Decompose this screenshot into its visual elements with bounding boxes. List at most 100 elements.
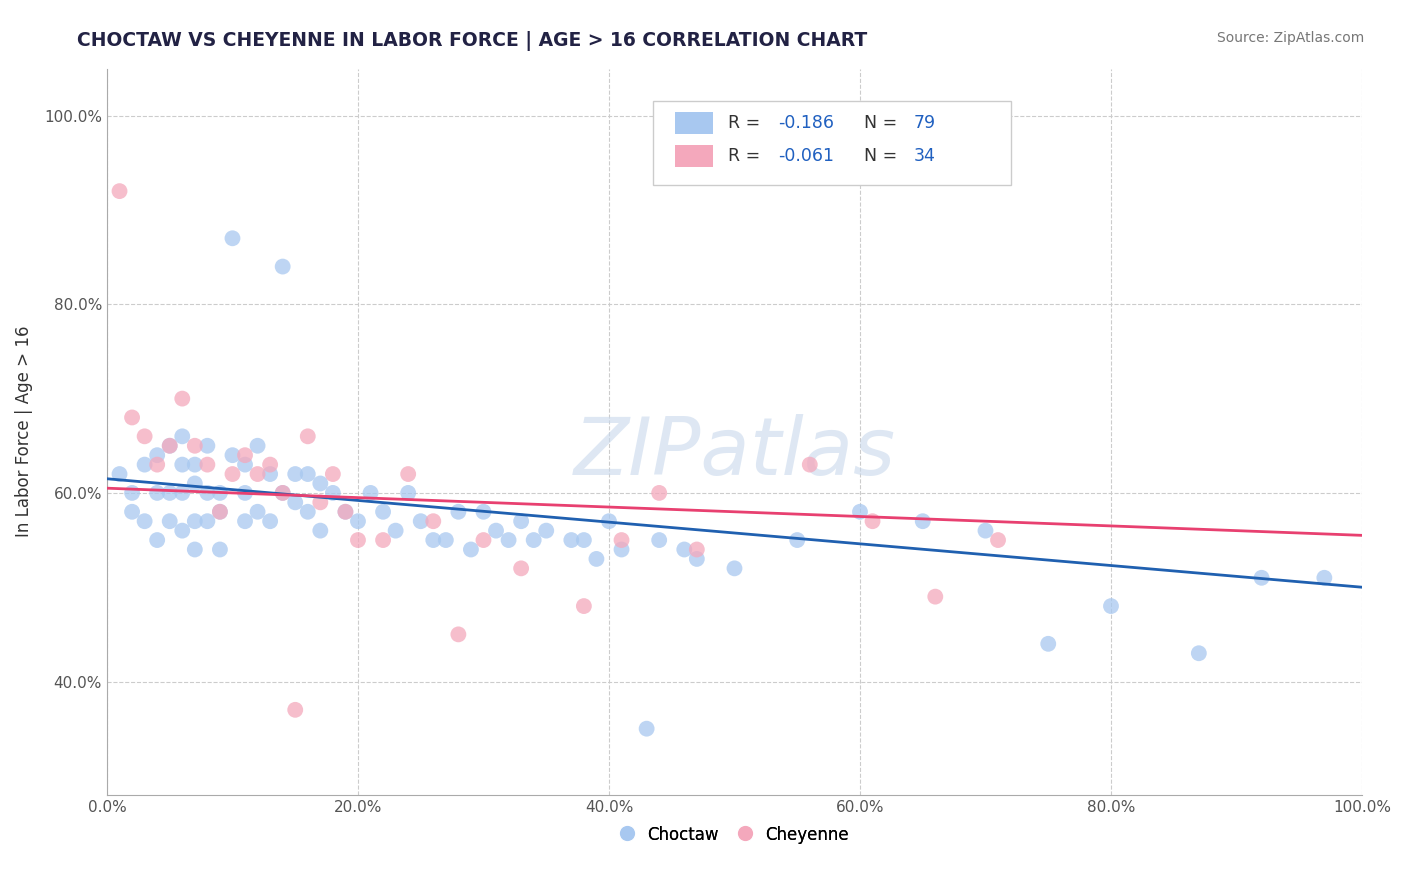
Point <box>396 467 419 481</box>
Point <box>121 486 143 500</box>
Point <box>246 467 269 481</box>
Point <box>184 476 207 491</box>
Point <box>572 599 595 613</box>
Point <box>434 533 457 547</box>
Point <box>510 561 533 575</box>
Point <box>233 514 256 528</box>
Text: -0.061: -0.061 <box>779 146 834 165</box>
Point <box>233 448 256 462</box>
Legend: Choctaw, Cheyenne: Choctaw, Cheyenne <box>613 818 855 852</box>
Point <box>1313 571 1336 585</box>
Point <box>460 542 482 557</box>
Point <box>184 514 207 528</box>
Point <box>335 505 357 519</box>
Point <box>1250 571 1272 585</box>
Point <box>648 486 671 500</box>
Point <box>911 514 934 528</box>
Point <box>108 467 131 481</box>
Point <box>184 542 207 557</box>
Point <box>297 505 319 519</box>
Point <box>284 467 307 481</box>
Point <box>271 260 294 274</box>
Point <box>447 505 470 519</box>
Point <box>134 514 156 528</box>
Text: ZIPatlas: ZIPatlas <box>574 415 896 492</box>
Point <box>259 514 281 528</box>
Point <box>208 505 231 519</box>
Point <box>159 514 181 528</box>
Point <box>422 514 444 528</box>
Point <box>208 486 231 500</box>
Text: R =: R = <box>728 114 766 132</box>
Point <box>510 514 533 528</box>
FancyBboxPatch shape <box>675 112 713 134</box>
Text: N =: N = <box>863 114 903 132</box>
Point <box>799 458 821 472</box>
Point <box>384 524 406 538</box>
Point <box>347 533 370 547</box>
Point <box>636 722 658 736</box>
Point <box>146 448 169 462</box>
Point <box>221 448 243 462</box>
Point <box>309 476 332 491</box>
Point <box>297 467 319 481</box>
Point <box>347 514 370 528</box>
Point <box>536 524 558 538</box>
Text: CHOCTAW VS CHEYENNE IN LABOR FORCE | AGE > 16 CORRELATION CHART: CHOCTAW VS CHEYENNE IN LABOR FORCE | AGE… <box>77 31 868 51</box>
Point <box>297 429 319 443</box>
Point <box>572 533 595 547</box>
Point <box>208 505 231 519</box>
Point <box>987 533 1010 547</box>
Point <box>233 458 256 472</box>
Point <box>159 439 181 453</box>
Point <box>396 486 419 500</box>
Point <box>221 467 243 481</box>
Point <box>271 486 294 500</box>
Point <box>360 486 382 500</box>
Point <box>560 533 582 547</box>
Point <box>246 505 269 519</box>
Point <box>184 439 207 453</box>
FancyBboxPatch shape <box>675 145 713 167</box>
Point <box>447 627 470 641</box>
Point <box>849 505 872 519</box>
Point <box>146 533 169 547</box>
Point <box>233 486 256 500</box>
Point <box>134 458 156 472</box>
Point <box>259 467 281 481</box>
Y-axis label: In Labor Force | Age > 16: In Labor Force | Age > 16 <box>15 326 32 537</box>
Point <box>172 458 194 472</box>
Point <box>271 486 294 500</box>
Point <box>523 533 546 547</box>
Point <box>610 542 633 557</box>
Point <box>371 505 394 519</box>
Point <box>686 552 709 566</box>
Point <box>422 533 444 547</box>
Point <box>686 542 709 557</box>
Point <box>371 533 394 547</box>
Point <box>221 231 243 245</box>
Text: -0.186: -0.186 <box>779 114 834 132</box>
Point <box>259 458 281 472</box>
Point <box>284 495 307 509</box>
Text: 34: 34 <box>914 146 936 165</box>
FancyBboxPatch shape <box>652 101 1011 185</box>
Point <box>786 533 808 547</box>
Point <box>862 514 884 528</box>
Point <box>159 486 181 500</box>
Point <box>498 533 520 547</box>
Point <box>485 524 508 538</box>
Point <box>648 533 671 547</box>
Point <box>172 524 194 538</box>
Point <box>1099 599 1122 613</box>
Point <box>322 486 344 500</box>
Point <box>172 486 194 500</box>
Point <box>134 429 156 443</box>
Point <box>195 439 218 453</box>
Point <box>172 392 194 406</box>
Point <box>108 184 131 198</box>
Point <box>121 410 143 425</box>
Text: R =: R = <box>728 146 766 165</box>
Point <box>598 514 620 528</box>
Point <box>1188 646 1211 660</box>
